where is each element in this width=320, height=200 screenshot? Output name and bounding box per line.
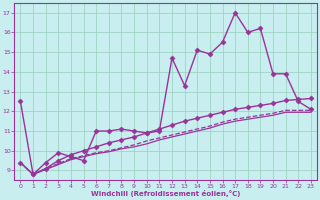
X-axis label: Windchill (Refroidissement éolien,°C): Windchill (Refroidissement éolien,°C) (91, 190, 240, 197)
